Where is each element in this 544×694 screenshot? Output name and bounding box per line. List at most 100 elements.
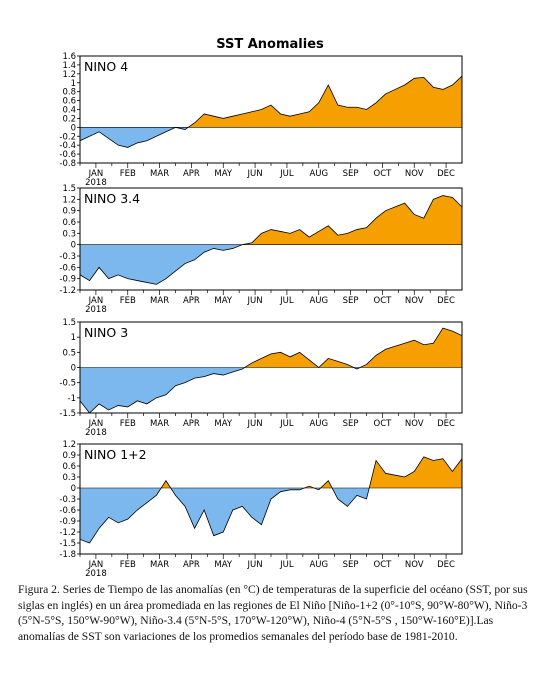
y-tick-label: 0 bbox=[71, 364, 76, 374]
month-label: SEP bbox=[343, 560, 359, 570]
month-label: APR bbox=[183, 419, 200, 429]
positive-anomaly-area bbox=[80, 328, 462, 368]
month-label: OCT bbox=[374, 419, 393, 429]
negative-anomaly-area bbox=[80, 244, 462, 285]
month-label: JUN bbox=[247, 169, 263, 179]
month-label: JAN bbox=[88, 296, 104, 306]
month-label: APR bbox=[183, 169, 200, 179]
y-tick-label: -0.8 bbox=[59, 159, 76, 169]
y-tick-label: 0.3 bbox=[62, 229, 76, 239]
y-tick-label: 0.6 bbox=[62, 462, 76, 472]
negative-anomaly-area bbox=[80, 127, 189, 148]
y-tick-label: 0.6 bbox=[62, 97, 76, 107]
y-tick-label: -0.3 bbox=[59, 495, 76, 505]
month-label: DEC bbox=[437, 296, 455, 306]
month-label: AUG bbox=[309, 296, 328, 306]
panel-3: 1.5 1 0.5 0 -0.5 -1 -1.5 JAN FEB MAR APR MAY JUN JUL A… bbox=[59, 318, 463, 438]
region-label: NINO 4 bbox=[84, 59, 128, 74]
month-label: JUL bbox=[279, 169, 294, 179]
month-label: JAN bbox=[88, 560, 104, 570]
y-tick-label: -1.2 bbox=[59, 286, 76, 296]
month-label: APR bbox=[183, 296, 200, 306]
month-label: MAR bbox=[150, 296, 169, 306]
y-tick-label: 0.9 bbox=[62, 207, 76, 217]
month-label: OCT bbox=[374, 560, 393, 570]
series-line bbox=[80, 195, 462, 285]
month-label: MAY bbox=[214, 169, 232, 179]
month-label: MAY bbox=[214, 560, 232, 570]
series-line bbox=[80, 327, 462, 413]
y-tick-label: 1.2 bbox=[62, 70, 76, 80]
month-label: FEB bbox=[120, 419, 136, 429]
y-tick-label: -0.9 bbox=[59, 275, 76, 285]
y-tick-label: 0.4 bbox=[62, 106, 76, 116]
year-label: 2018 bbox=[85, 178, 107, 188]
y-tick-label: -0.5 bbox=[59, 379, 76, 389]
y-tick-label: 1.5 bbox=[62, 318, 76, 328]
month-label: AUG bbox=[309, 419, 328, 429]
month-label: FEB bbox=[120, 296, 136, 306]
month-label: FEB bbox=[120, 169, 136, 179]
chart-title: SST Anomalies bbox=[216, 37, 324, 52]
y-tick-label: 1 bbox=[71, 79, 76, 89]
y-tick-label: 0 bbox=[71, 241, 76, 251]
month-label: JUL bbox=[279, 296, 294, 306]
month-label: JAN bbox=[88, 169, 104, 179]
year-label: 2018 bbox=[85, 428, 107, 438]
month-label: NOV bbox=[405, 169, 424, 179]
y-tick-label: -0.6 bbox=[59, 263, 76, 273]
y-tick-label: -0.2 bbox=[59, 132, 76, 142]
y-tick-label: -1.5 bbox=[59, 539, 76, 549]
series-line bbox=[80, 75, 462, 148]
panel-4: 1.20.90.60.30-0.3-0.6-0.9-1.2-1.5-1.8 JAN… bbox=[59, 440, 463, 579]
y-tick-label: -0.6 bbox=[59, 506, 76, 516]
month-label: MAY bbox=[214, 296, 232, 306]
month-label: SEP bbox=[343, 419, 359, 429]
y-tick-label: -1.2 bbox=[59, 528, 76, 538]
y-tick-label: -1 bbox=[68, 394, 76, 404]
region-label: NINO 3 bbox=[84, 325, 128, 340]
month-label: JAN bbox=[88, 419, 104, 429]
month-label: JUL bbox=[279, 560, 294, 570]
month-label: NOV bbox=[405, 560, 424, 570]
month-label: NOV bbox=[405, 296, 424, 306]
y-tick-label: -1.5 bbox=[59, 409, 76, 419]
y-tick-label: 0.9 bbox=[62, 451, 76, 461]
y-tick-label: 0.6 bbox=[62, 218, 76, 228]
y-tick-label: 1 bbox=[71, 333, 76, 343]
month-label: SEP bbox=[343, 169, 359, 179]
y-tick-label: 1.5 bbox=[62, 184, 76, 194]
month-label: MAR bbox=[150, 169, 169, 179]
sst-anomalies-figure: SST Anomalies 1.61.41.210.80.60.40.20-0.… bbox=[59, 37, 463, 579]
positive-anomaly-area bbox=[80, 76, 462, 128]
positive-anomaly-area bbox=[80, 456, 462, 488]
month-label: DEC bbox=[437, 169, 455, 179]
y-tick-label: 1.2 bbox=[62, 195, 76, 205]
month-label: MAY bbox=[214, 419, 232, 429]
year-label: 2018 bbox=[85, 305, 107, 315]
month-label: FEB bbox=[120, 560, 136, 570]
y-tick-label: 0 bbox=[71, 484, 76, 494]
y-tick-label: -1.8 bbox=[59, 550, 76, 560]
y-tick-label: -0.4 bbox=[59, 141, 76, 151]
region-label: NINO 3.4 bbox=[84, 191, 140, 206]
figure-caption: Figura 2. Series de Tiempo de las anomal… bbox=[18, 583, 528, 643]
negative-anomaly-area bbox=[80, 367, 462, 413]
y-tick-label: 0.2 bbox=[62, 114, 76, 124]
region-label: NINO 1+2 bbox=[84, 447, 147, 462]
y-tick-label: 0.3 bbox=[62, 473, 76, 483]
y-tick-label: 1.2 bbox=[62, 440, 76, 450]
month-label: JUN bbox=[247, 419, 263, 429]
y-tick-label: 0.8 bbox=[62, 88, 76, 98]
month-label: SEP bbox=[343, 296, 359, 306]
y-tick-label: -0.3 bbox=[59, 252, 76, 262]
month-label: JUN bbox=[247, 296, 263, 306]
panel-2: 1.51.2 0.90.60.3 0-0.3-0.6 -0.9-1.2 JAN FEB MA… bbox=[59, 184, 463, 315]
month-label: AUG bbox=[309, 169, 328, 179]
y-tick-label: -0.6 bbox=[59, 150, 76, 160]
month-label: JUL bbox=[279, 419, 294, 429]
positive-anomaly-area bbox=[242, 195, 462, 245]
y-tick-label: -0.9 bbox=[59, 517, 76, 527]
series-line bbox=[80, 456, 462, 544]
y-tick-label: 1.6 bbox=[62, 52, 76, 62]
